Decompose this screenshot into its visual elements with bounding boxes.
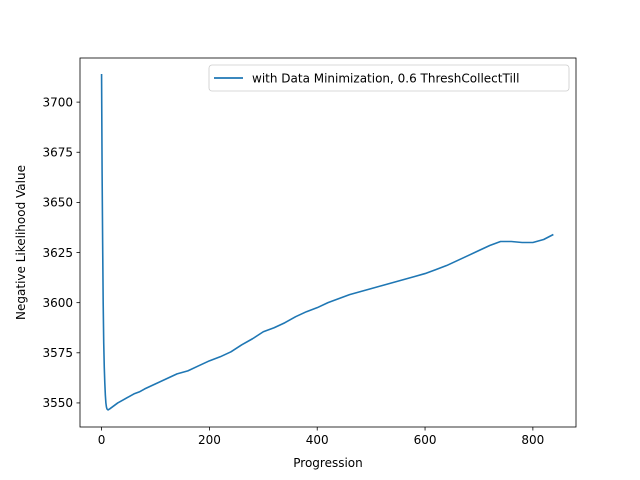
series-line-0 [100,74,554,411]
x-tick-label: 400 [306,433,329,447]
y-tick-label: 3700 [42,95,73,109]
x-tick-label: 800 [521,433,544,447]
x-tick-label: 600 [414,433,437,447]
plot-background [80,58,576,427]
legend-box [208,64,570,92]
y-tick-label: 3675 [42,146,73,160]
axes-frame [79,57,577,428]
legend-label-0: with Data Minimization, 0.6 ThreshCollec… [252,71,519,85]
y-tick-label: 3650 [42,196,73,210]
series-layer [100,74,554,411]
x-axis-label: Progression [293,456,363,470]
y-tick-label: 3625 [42,246,73,260]
x-tick-label: 200 [198,433,221,447]
y-axis-label: Negative Likelihood Value [14,165,28,320]
axes-layer: 0 200 400 600 800 3550 3575 3600 3625 3650 3675 370… [42,57,577,447]
plot-area [80,58,576,427]
y-tick-label: 3575 [42,346,73,360]
legend: with Data Minimization, 0.6 ThreshCollec… [208,64,570,92]
y-tick-label: 3550 [42,396,73,410]
y-tick-label: 3600 [42,296,73,310]
x-tick-label: 0 [98,433,106,447]
